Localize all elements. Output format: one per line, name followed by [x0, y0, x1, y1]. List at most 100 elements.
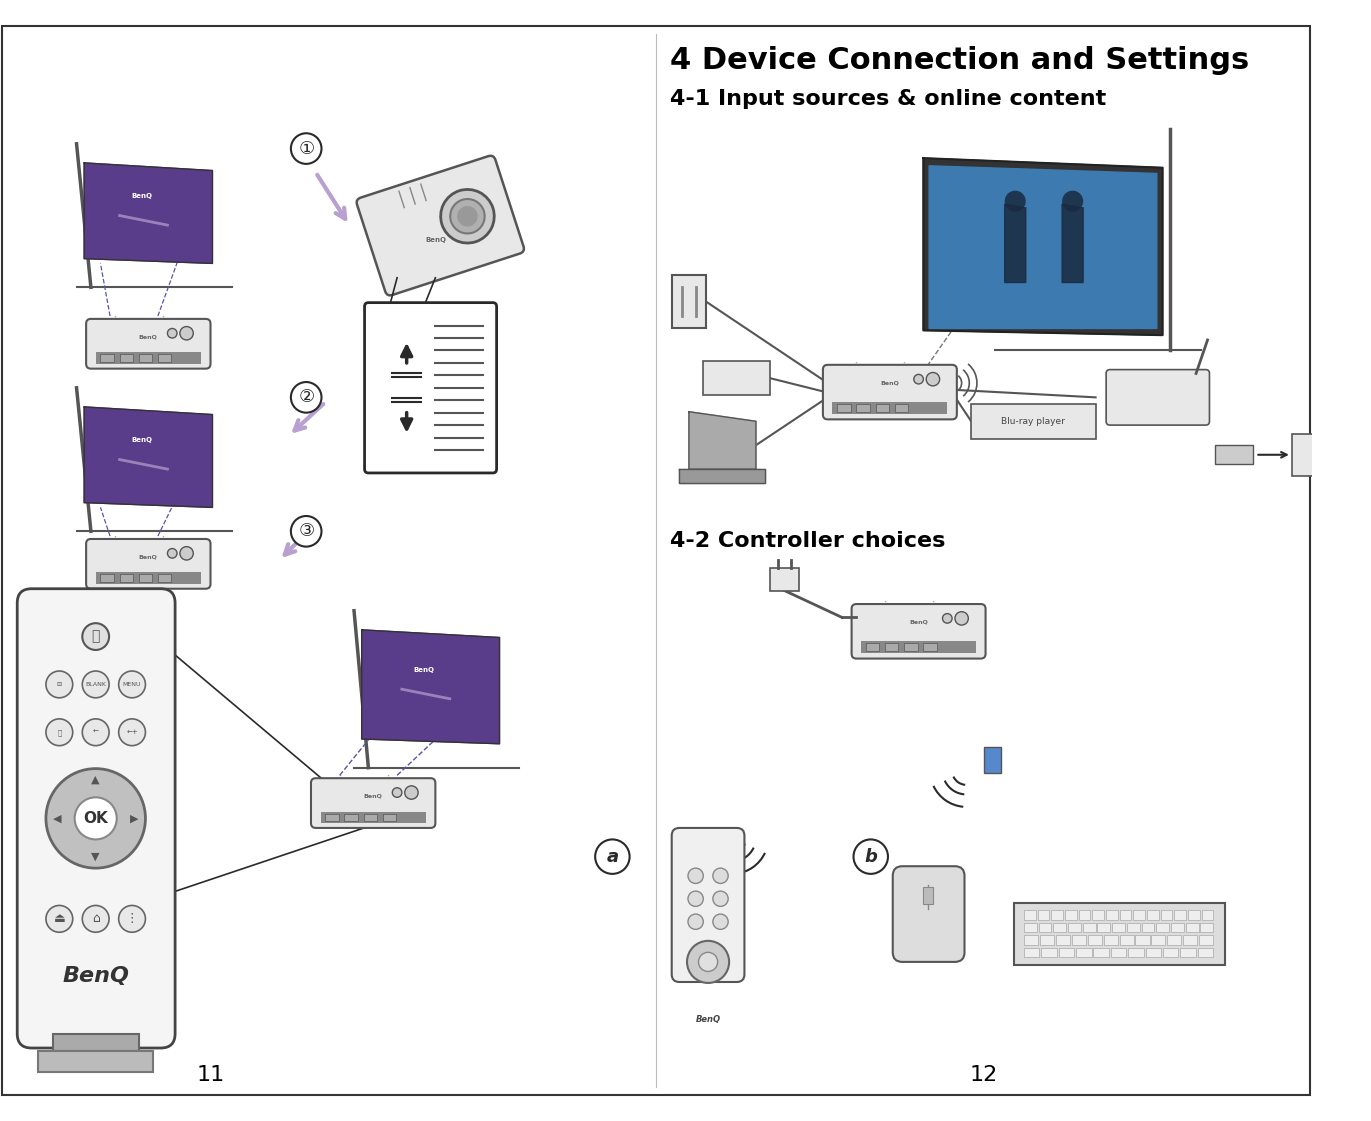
- Bar: [100, 574, 114, 582]
- FancyBboxPatch shape: [311, 778, 436, 828]
- Bar: [1174, 910, 1186, 920]
- Bar: [1024, 910, 1035, 920]
- Text: BenQ: BenQ: [880, 380, 899, 386]
- Text: ⏻: ⏻: [92, 630, 100, 643]
- Bar: [672, 275, 706, 328]
- Circle shape: [854, 840, 888, 874]
- Circle shape: [82, 671, 110, 697]
- Circle shape: [458, 206, 477, 225]
- Bar: [1183, 935, 1197, 945]
- Circle shape: [404, 786, 418, 799]
- Circle shape: [180, 547, 193, 560]
- Text: ▲: ▲: [92, 775, 100, 785]
- Bar: [1134, 910, 1145, 920]
- Bar: [1127, 923, 1139, 933]
- Bar: [138, 574, 152, 582]
- Bar: [1146, 947, 1161, 957]
- Text: BenQ: BenQ: [132, 437, 152, 444]
- Text: ←+: ←+: [126, 730, 138, 735]
- Circle shape: [119, 906, 145, 933]
- Bar: [363, 814, 377, 822]
- Text: b: b: [864, 847, 877, 865]
- Polygon shape: [84, 163, 213, 263]
- Bar: [1104, 935, 1117, 945]
- Text: MENU: MENU: [123, 682, 141, 687]
- Bar: [1024, 935, 1038, 945]
- Bar: [1094, 947, 1109, 957]
- Bar: [52, 1034, 138, 1050]
- Bar: [1079, 910, 1090, 920]
- FancyBboxPatch shape: [18, 589, 175, 1048]
- Bar: [1171, 923, 1183, 933]
- Bar: [1201, 923, 1213, 933]
- Bar: [1112, 923, 1126, 933]
- Bar: [1198, 947, 1213, 957]
- Text: BenQ: BenQ: [62, 966, 129, 986]
- FancyBboxPatch shape: [851, 604, 986, 658]
- Bar: [1120, 910, 1131, 920]
- Circle shape: [291, 133, 322, 164]
- Bar: [325, 814, 339, 822]
- FancyBboxPatch shape: [823, 364, 957, 419]
- Polygon shape: [362, 630, 499, 743]
- Circle shape: [914, 374, 923, 385]
- Bar: [1076, 947, 1091, 957]
- Bar: [886, 643, 898, 651]
- Circle shape: [47, 671, 73, 697]
- Circle shape: [47, 769, 145, 868]
- Bar: [1056, 935, 1069, 945]
- Text: BenQ: BenQ: [363, 794, 383, 799]
- Bar: [1186, 923, 1198, 933]
- Bar: [369, 306, 492, 469]
- Text: BenQ: BenQ: [909, 620, 928, 624]
- Bar: [857, 404, 869, 411]
- Text: BenQ: BenQ: [132, 194, 152, 200]
- Bar: [1053, 923, 1067, 933]
- Bar: [971, 404, 1095, 438]
- Bar: [1041, 947, 1057, 957]
- Circle shape: [688, 891, 703, 907]
- Text: Blu-ray player: Blu-ray player: [1001, 417, 1065, 426]
- Bar: [1058, 947, 1073, 957]
- Bar: [138, 354, 152, 362]
- Bar: [876, 404, 888, 411]
- Bar: [1052, 910, 1063, 920]
- Bar: [1038, 910, 1049, 920]
- Text: ⊟: ⊟: [56, 682, 62, 687]
- Circle shape: [167, 548, 177, 558]
- Circle shape: [687, 941, 729, 983]
- Bar: [1083, 923, 1095, 933]
- Circle shape: [82, 719, 110, 745]
- Bar: [832, 402, 947, 414]
- Bar: [1072, 935, 1086, 945]
- Bar: [1097, 923, 1111, 933]
- Circle shape: [82, 623, 110, 650]
- Bar: [1187, 910, 1200, 920]
- FancyBboxPatch shape: [893, 867, 965, 962]
- Circle shape: [927, 372, 939, 386]
- Bar: [1128, 947, 1143, 957]
- FancyBboxPatch shape: [1106, 370, 1209, 425]
- Text: ◀: ◀: [53, 814, 62, 823]
- Text: 4-2 Controller choices: 4-2 Controller choices: [670, 531, 945, 550]
- Text: ②: ②: [298, 388, 314, 406]
- Circle shape: [688, 868, 703, 883]
- Bar: [771, 567, 799, 591]
- Circle shape: [698, 953, 717, 972]
- Text: BenQ: BenQ: [138, 334, 158, 340]
- Text: ①: ①: [298, 140, 314, 158]
- Bar: [905, 643, 917, 651]
- Bar: [1163, 947, 1179, 957]
- Circle shape: [956, 612, 968, 626]
- Circle shape: [74, 797, 117, 840]
- Circle shape: [713, 914, 728, 929]
- Bar: [1167, 935, 1182, 945]
- Circle shape: [595, 840, 629, 874]
- Bar: [321, 812, 426, 823]
- Bar: [1180, 947, 1196, 957]
- Bar: [1152, 935, 1165, 945]
- Bar: [866, 643, 879, 651]
- Text: 4-1 Input sources & online content: 4-1 Input sources & online content: [670, 89, 1106, 109]
- Bar: [1148, 910, 1158, 920]
- Bar: [838, 404, 850, 411]
